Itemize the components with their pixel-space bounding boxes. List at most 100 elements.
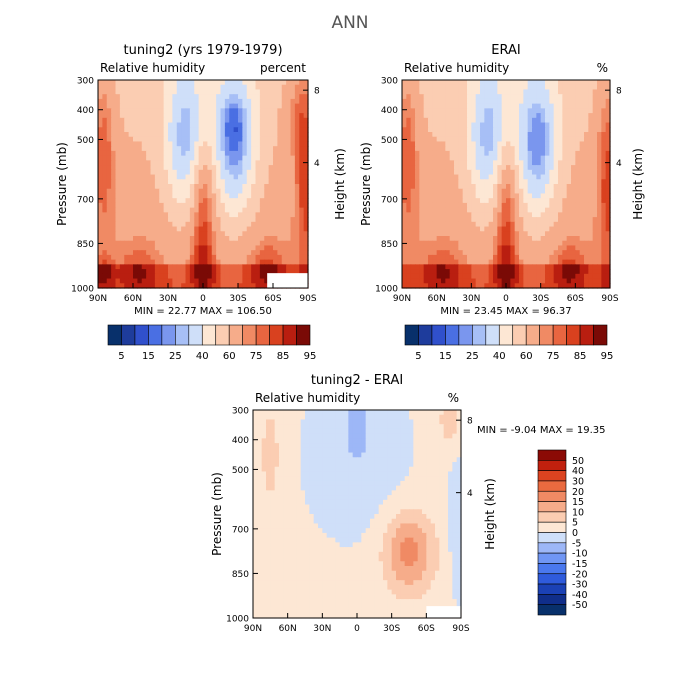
heat-cell [566, 89, 572, 95]
heat-cell [233, 117, 239, 124]
heat-cell [220, 89, 226, 95]
heat-cell [441, 117, 446, 124]
heat-cell [584, 250, 589, 256]
heat-cell [519, 89, 524, 95]
heat-cell [154, 283, 160, 289]
heat-cell [571, 283, 576, 289]
heat-cell [339, 462, 345, 468]
heat-cell [467, 198, 472, 204]
heat-cell [456, 414, 462, 421]
heat-cell [410, 259, 416, 265]
heat-cell [428, 278, 433, 284]
heat-cell [415, 184, 420, 190]
heat-cell [527, 160, 533, 166]
heat-cell [352, 452, 358, 458]
heat-cell [605, 174, 611, 180]
heat-cell [449, 254, 455, 261]
heat-cell [286, 217, 292, 223]
colorbar-label: 40 [493, 351, 506, 362]
heat-cell [119, 198, 125, 204]
panel-title: tuning2 (yrs 1979-1979) [123, 43, 282, 58]
heat-cell [172, 212, 178, 218]
heat-cell [601, 269, 607, 275]
heat-cell [501, 165, 507, 171]
heat-cell [251, 160, 257, 166]
heat-cell [281, 221, 287, 228]
heat-cell [419, 179, 425, 185]
heat-cell [370, 438, 375, 444]
heat-cell [259, 202, 265, 209]
heat-cell [242, 165, 248, 171]
heat-cell [579, 226, 585, 232]
heat-cell [203, 217, 208, 223]
heat-cell [220, 273, 226, 280]
heat-cell [207, 84, 213, 91]
heat-cell [484, 198, 490, 204]
heat-cell [242, 278, 248, 284]
heat-cell [406, 122, 412, 128]
heat-cell [163, 160, 169, 166]
heat-cell [283, 447, 289, 454]
heat-cell [402, 245, 407, 251]
heat-cell [111, 269, 117, 275]
heat-cell [406, 221, 412, 228]
heat-cell [259, 117, 265, 124]
heat-cell [448, 466, 453, 473]
heat-cell [194, 226, 200, 232]
heat-cell [181, 89, 187, 95]
heat-cell [211, 184, 217, 190]
heat-cell [545, 117, 550, 124]
heat-cell [419, 80, 425, 86]
heat-cell [255, 259, 261, 265]
heat-cell [185, 188, 191, 195]
heat-cell [163, 113, 169, 119]
heat-cell [493, 254, 498, 261]
heat-cell [146, 117, 152, 124]
heat-cell [365, 443, 371, 449]
heat-cell [216, 254, 222, 261]
heat-cell [566, 236, 572, 242]
heat-cell [462, 160, 468, 166]
heat-cell [597, 212, 602, 218]
heat-cell [510, 250, 516, 256]
heat-cell [452, 428, 458, 435]
heat-cell [238, 89, 243, 95]
heat-cell [415, 150, 420, 157]
heat-cell [532, 117, 537, 124]
heat-cell [176, 226, 182, 232]
heat-cell [211, 269, 217, 275]
heat-cell [402, 89, 407, 95]
heat-cell [417, 457, 423, 463]
heat-cell [133, 264, 138, 270]
heat-cell [98, 184, 103, 190]
heat-cell [545, 278, 550, 284]
heat-cell [445, 240, 451, 247]
heat-cell [579, 98, 585, 105]
heat-cell [313, 471, 319, 477]
heat-cell [462, 132, 468, 138]
heat-cell [273, 174, 278, 180]
heat-cell [506, 202, 511, 209]
heat-cell [448, 438, 453, 444]
heat-cell [203, 245, 208, 251]
heat-cell [286, 198, 292, 204]
heat-cell [154, 146, 160, 152]
heat-cell [98, 89, 103, 95]
colorbar-box [485, 324, 500, 346]
y2-tick-label: 4 [616, 159, 622, 169]
heat-cell [422, 410, 427, 416]
heat-cell [242, 231, 248, 237]
heat-cell [402, 217, 407, 223]
heat-cell [415, 80, 420, 86]
heat-cell [259, 231, 265, 237]
heat-cell [605, 98, 611, 105]
heat-cell [449, 117, 455, 124]
heat-cell [493, 259, 498, 265]
heat-cell [300, 447, 306, 454]
heat-cell [268, 221, 274, 228]
heat-cell [501, 80, 507, 86]
heat-cell [270, 424, 276, 430]
heat-cell [471, 236, 477, 242]
heat-cell [246, 146, 252, 152]
heat-cell [471, 165, 477, 171]
